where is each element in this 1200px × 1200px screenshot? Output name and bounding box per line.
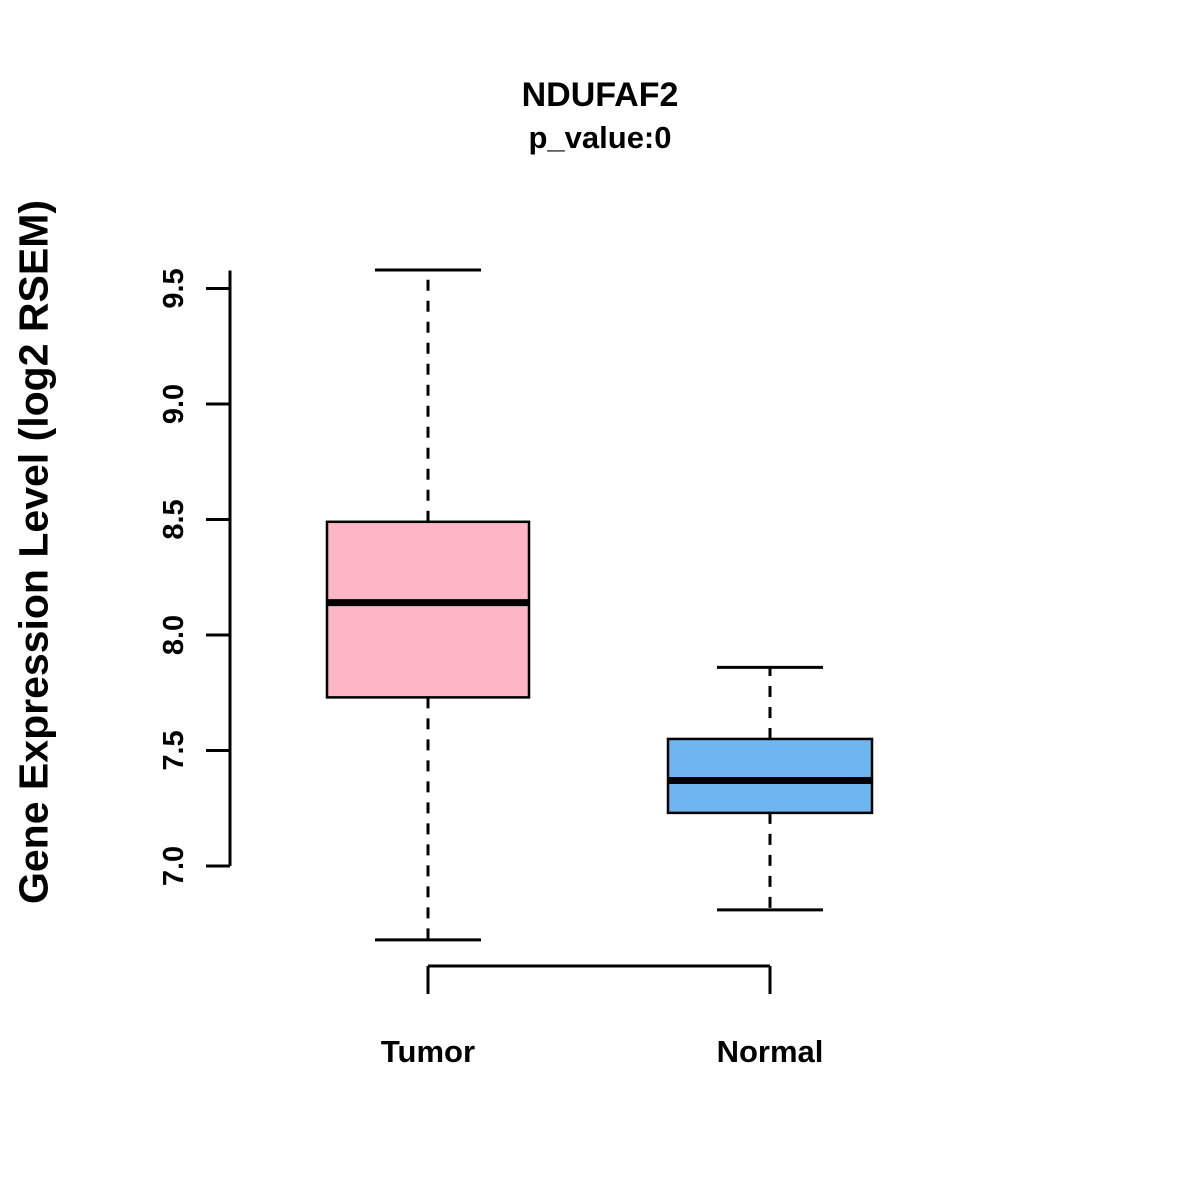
y-tick-label: 8.5 (158, 499, 190, 539)
y-tick-label: 7.5 (158, 730, 190, 770)
y-tick-label: 7.0 (158, 846, 190, 886)
chart-title: NDUFAF2 (521, 76, 679, 114)
chart-subtitle: p_value:0 (528, 120, 672, 155)
group-label-normal: Normal (717, 1034, 824, 1069)
box-tumor (325, 520, 531, 699)
group-label-tumor: Tumor (381, 1034, 475, 1069)
box-normal (666, 737, 874, 815)
y-tick-label: 9.5 (158, 268, 190, 308)
y-tick-label: 9.0 (158, 384, 190, 424)
y-tick-label: 8.0 (158, 615, 190, 655)
